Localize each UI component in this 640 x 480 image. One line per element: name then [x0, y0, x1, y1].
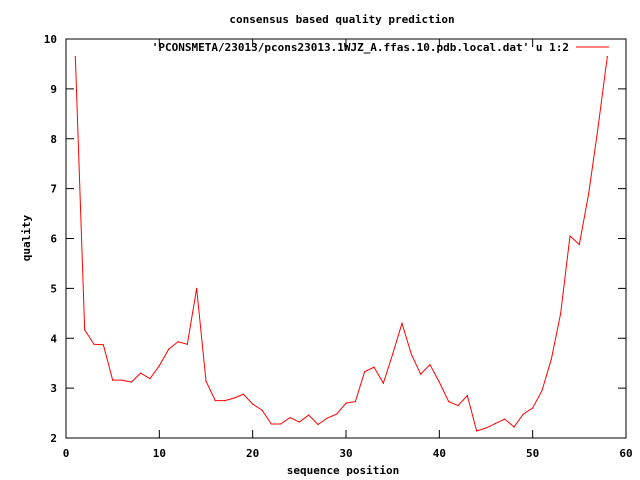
chart-title: consensus based quality prediction [229, 13, 454, 26]
data-point [392, 353, 394, 355]
data-point [130, 381, 132, 383]
y-tick-label: 2 [50, 432, 57, 445]
data-point [158, 365, 160, 367]
x-tick-label: 10 [153, 447, 166, 460]
data-point [550, 358, 552, 360]
data-point [280, 423, 282, 425]
series-group [74, 55, 608, 432]
data-point [606, 55, 608, 58]
data-point [270, 423, 272, 425]
x-tick-label: 40 [433, 447, 446, 460]
data-point [420, 373, 422, 375]
data-point [196, 287, 198, 289]
y-axis-ticks: 2 3 4 5 6 7 8 9 10 [44, 33, 626, 445]
data-point [74, 55, 76, 58]
data-point [532, 407, 534, 409]
data-point [466, 395, 468, 397]
data-point [476, 430, 478, 432]
data-point [102, 344, 104, 346]
legend-series-label: 'PCONSMETA/23013/pcons23013.1WJZ_A.ffas.… [152, 41, 569, 54]
y-tick-label: 6 [50, 233, 57, 246]
data-point [354, 400, 356, 403]
data-point [578, 243, 580, 246]
data-point [345, 402, 347, 404]
data-point [494, 422, 496, 425]
data-point [382, 382, 384, 384]
data-point [289, 416, 291, 419]
x-tick-label: 50 [526, 447, 539, 460]
x-tick-label: 60 [619, 447, 632, 460]
data-point [93, 343, 95, 345]
data-point [401, 322, 403, 324]
data-point [541, 390, 543, 392]
x-tick-label: 0 [63, 447, 70, 460]
data-point [326, 417, 328, 419]
data-point [205, 380, 207, 382]
data-point [261, 409, 263, 411]
data-point [252, 403, 254, 405]
x-axis-label: sequence position [287, 464, 400, 477]
x-tick-label: 30 [339, 447, 352, 460]
data-point [177, 341, 179, 343]
x-tick-label: 20 [246, 447, 259, 460]
data-point [485, 427, 487, 429]
data-point [364, 371, 366, 373]
data-point [504, 418, 506, 420]
data-point [569, 235, 571, 237]
data-point [522, 413, 524, 415]
legend: 'PCONSMETA/23013/pcons23013.1WJZ_A.ffas.… [152, 41, 609, 54]
data-point [140, 372, 142, 374]
data-point [224, 399, 226, 402]
data-point [214, 399, 216, 402]
data-point [457, 404, 459, 407]
data-point [588, 193, 590, 195]
series-line [74, 56, 608, 432]
y-axis-label: quality [20, 214, 33, 261]
y-tick-label: 5 [50, 282, 57, 295]
data-point [84, 329, 86, 331]
data-point [373, 366, 375, 368]
data-point [112, 379, 114, 381]
y-tick-label: 4 [50, 332, 57, 345]
y-tick-label: 7 [50, 183, 57, 196]
data-point [186, 343, 188, 345]
data-point [298, 421, 300, 423]
data-point [233, 397, 235, 399]
y-tick-label: 9 [50, 83, 57, 96]
data-point [121, 379, 123, 381]
data-point [410, 353, 412, 355]
data-point [242, 393, 244, 395]
data-point [317, 423, 319, 426]
y-tick-label: 3 [50, 382, 57, 395]
data-point [149, 378, 151, 380]
y-tick-label: 8 [50, 133, 57, 146]
x-axis-ticks: 0 10 20 30 40 50 60 [63, 39, 633, 460]
data-point [336, 413, 338, 415]
data-point [448, 400, 450, 403]
data-point [308, 414, 310, 416]
data-point [168, 348, 170, 350]
data-point [438, 381, 440, 383]
data-point [560, 312, 562, 314]
data-point [513, 426, 515, 428]
y-tick-label: 10 [44, 33, 57, 46]
data-point [597, 127, 599, 129]
data-point [429, 364, 431, 366]
